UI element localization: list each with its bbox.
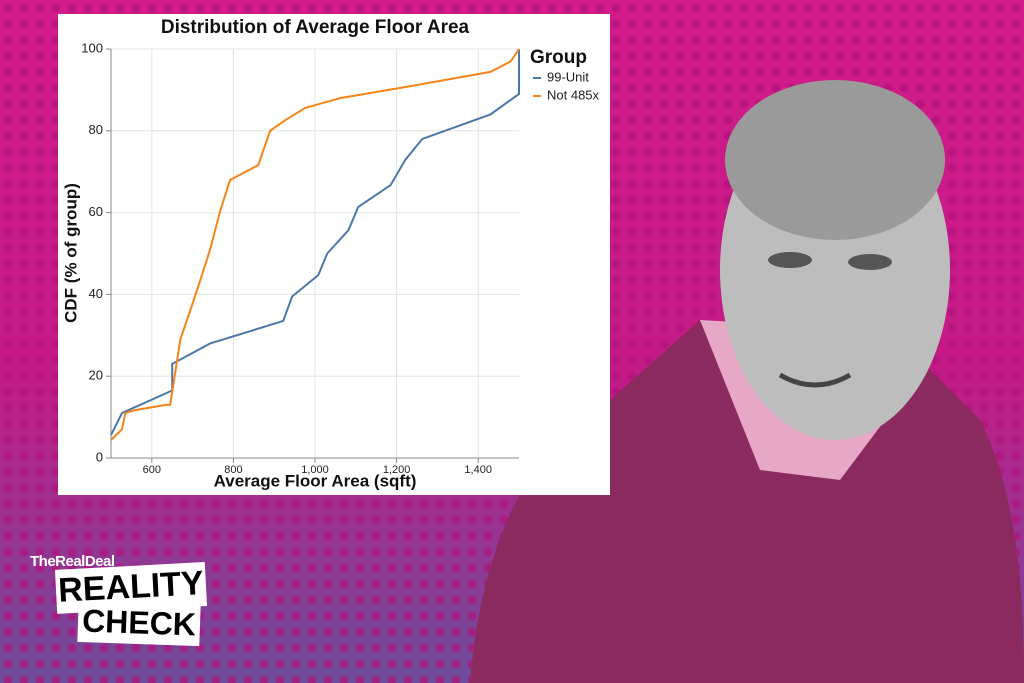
x-axis-title: Average Floor Area (sqft) <box>214 471 417 490</box>
logo: TheRealDeal REALITY CHECK <box>30 553 208 647</box>
y-tick-label: 80 <box>89 122 103 137</box>
logo-box <box>54 562 208 614</box>
brand: TheRealDeal <box>30 553 115 570</box>
series-line <box>110 48 520 441</box>
x-tick-label: 1,000 <box>301 464 329 476</box>
chart: Distribution of Average Floor Area Avera… <box>61 17 599 490</box>
logo-line-2: CHECK <box>82 602 197 642</box>
chart-title: Distribution of Average Floor Area <box>161 17 470 38</box>
x-tick-label: 1,200 <box>383 464 411 476</box>
x-tick-label: 1,400 <box>464 464 492 476</box>
x-tick-label: 800 <box>224 464 242 476</box>
y-tick-label: 100 <box>81 40 103 55</box>
y-tick-label: 20 <box>89 368 103 383</box>
logo-box <box>77 601 201 647</box>
legend-title: Group <box>530 47 587 68</box>
y-tick-label: 60 <box>89 204 103 219</box>
y-tick-label: 40 <box>89 286 103 301</box>
y-axis-title: CDF (% of group) <box>61 183 80 323</box>
legend-label: 99-Unit <box>547 69 589 84</box>
y-tick-label: 0 <box>96 449 103 464</box>
series-line <box>110 49 520 436</box>
legend-label: Not 485x <box>547 87 600 102</box>
x-tick-label: 600 <box>143 464 161 476</box>
chart-card <box>58 14 610 495</box>
